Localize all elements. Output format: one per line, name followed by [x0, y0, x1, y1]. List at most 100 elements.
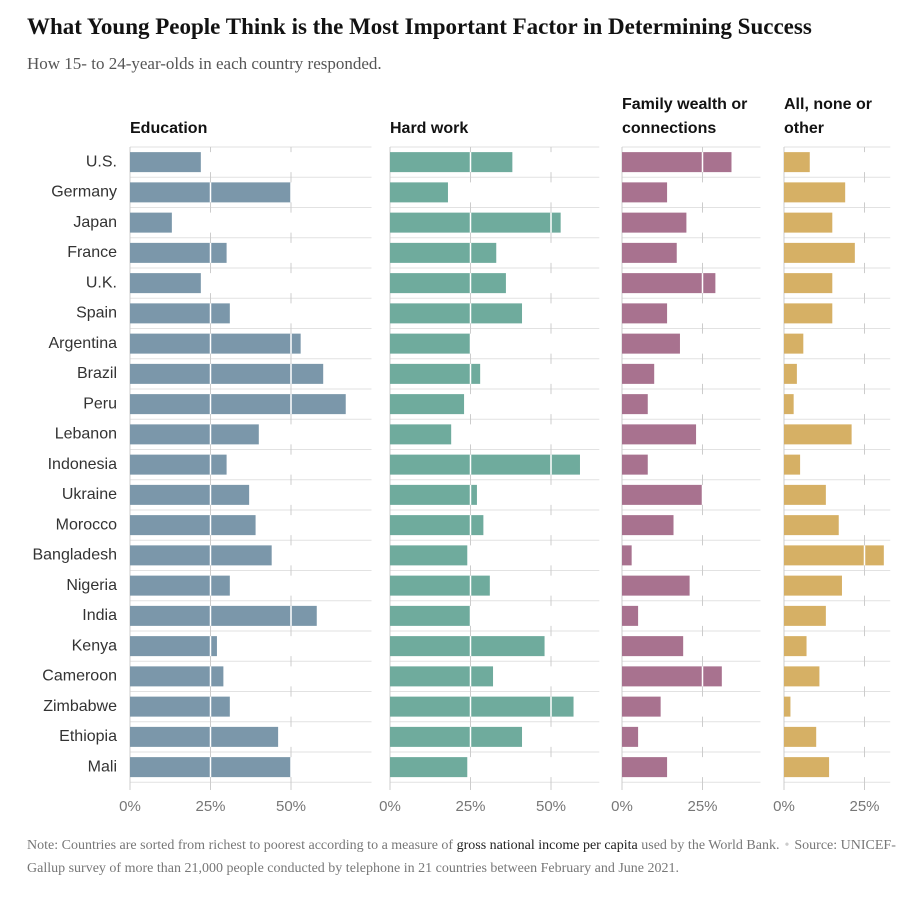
- bar: [784, 363, 797, 384]
- note-link[interactable]: gross national income per capita: [456, 838, 638, 853]
- bar: [784, 605, 826, 626]
- bar: [130, 152, 201, 173]
- x-tick-label: 25%: [455, 798, 485, 815]
- bar: [390, 182, 448, 203]
- bar: [622, 666, 722, 687]
- bar: [130, 484, 250, 505]
- bar: [390, 152, 513, 173]
- bar: [390, 484, 477, 505]
- bar: [622, 182, 668, 203]
- category-label: U.K.: [86, 274, 117, 291]
- bar: [622, 394, 648, 415]
- category-label: U.S.: [86, 153, 117, 170]
- bar: [622, 545, 632, 566]
- footnote: Note: Countries are sorted from richest …: [27, 838, 896, 876]
- bar: [390, 424, 452, 445]
- bar: [130, 605, 317, 626]
- bar: [784, 333, 804, 354]
- bar: [622, 575, 690, 596]
- bar: [130, 575, 230, 596]
- bar: [390, 515, 484, 536]
- x-tick-label: 50%: [536, 798, 566, 815]
- bar: [622, 333, 680, 354]
- bar: [130, 242, 227, 263]
- bar: [784, 757, 830, 778]
- category-label: Japan: [73, 214, 117, 231]
- category-label: Mali: [88, 758, 117, 775]
- bar: [784, 303, 833, 324]
- bar: [784, 666, 820, 687]
- category-label: Lebanon: [55, 426, 117, 443]
- category-label: Peru: [83, 395, 117, 412]
- category-label: Indonesia: [48, 456, 117, 473]
- bar: [130, 303, 230, 324]
- bar: [130, 394, 346, 415]
- note-text: Note: Countries are sorted from richest …: [27, 838, 454, 853]
- bar: [784, 454, 801, 475]
- bar: [622, 515, 674, 536]
- bar: [390, 273, 506, 294]
- bar: [622, 242, 677, 263]
- category-label: Kenya: [72, 637, 117, 654]
- x-tick-label: 25%: [195, 798, 225, 815]
- bar: [622, 605, 639, 626]
- bar: [390, 757, 468, 778]
- bar: [130, 363, 324, 384]
- bar: [622, 303, 668, 324]
- panel-title: Hard work: [390, 120, 469, 137]
- bar: [130, 424, 259, 445]
- bar: [390, 333, 471, 354]
- bar: [390, 605, 471, 626]
- x-tick-label: 25%: [687, 798, 717, 815]
- bar: [784, 484, 826, 505]
- bar: [622, 696, 661, 717]
- bar: [390, 726, 523, 747]
- bar: [130, 454, 227, 475]
- bar: [390, 454, 580, 475]
- x-tick-label: 0%: [773, 798, 795, 815]
- x-tick-label: 0%: [611, 798, 633, 815]
- bar: [390, 242, 497, 263]
- bar: [784, 515, 839, 536]
- bar: [130, 666, 224, 687]
- x-tick-label: 25%: [849, 798, 879, 815]
- panel-title: Education: [130, 120, 208, 137]
- bar: [622, 757, 668, 778]
- category-label: Ethiopia: [59, 728, 117, 745]
- bar: [390, 696, 574, 717]
- bar: [390, 636, 545, 657]
- bar: [622, 273, 716, 294]
- bar: [622, 212, 687, 233]
- bar: [784, 182, 846, 203]
- category-label: Germany: [51, 184, 117, 201]
- bar: [622, 726, 639, 747]
- bar: [130, 636, 217, 657]
- bar: [130, 515, 256, 536]
- bar: [130, 545, 272, 566]
- bar: [130, 333, 301, 354]
- category-label: Cameroon: [42, 668, 117, 685]
- bar: [390, 394, 465, 415]
- category-label: Ukraine: [62, 486, 117, 503]
- bar: [390, 363, 481, 384]
- category-label: India: [82, 607, 117, 624]
- bar: [784, 726, 817, 747]
- bar: [784, 696, 791, 717]
- bar: [622, 636, 684, 657]
- panel-title: All, none or other: [784, 96, 872, 137]
- category-label: Zimbabwe: [43, 698, 117, 715]
- bar: [130, 212, 172, 233]
- x-tick-label: 50%: [276, 798, 306, 815]
- category-label: Bangladesh: [32, 547, 117, 564]
- panel-title: Family wealth or connections: [622, 96, 748, 137]
- bar: [784, 424, 852, 445]
- bar: [622, 424, 697, 445]
- bar: [390, 575, 490, 596]
- chart-subtitle: How 15- to 24-year-olds in each country …: [27, 54, 382, 73]
- note-text: used by the World Bank.: [641, 838, 780, 853]
- bar: [390, 666, 494, 687]
- category-label: Nigeria: [66, 577, 117, 594]
- bar: [390, 212, 561, 233]
